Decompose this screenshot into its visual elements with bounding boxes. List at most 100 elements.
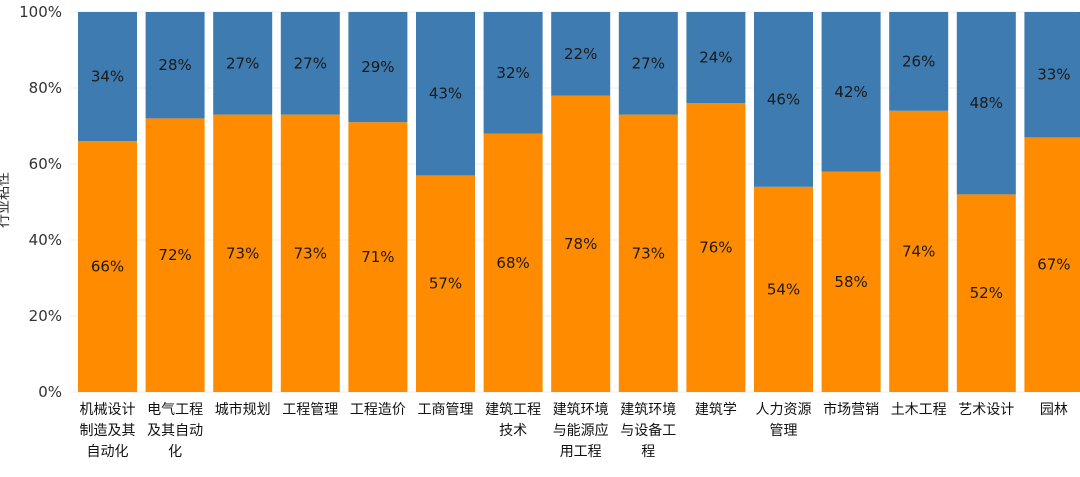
data-labels: 66% 34% 72% 28% 73% 27% 73% 27% 71% 29% 57% 43% 68% 3… xyxy=(91,45,1071,302)
data-label-orange: 73% xyxy=(226,244,259,262)
bar-segment-orange xyxy=(889,110,949,393)
y-tick-label: 20% xyxy=(29,307,62,325)
bar-segment-blue xyxy=(1024,12,1080,138)
y-tick-label: 0% xyxy=(38,383,62,401)
bar-segment-blue xyxy=(348,12,408,123)
data-label-blue: 42% xyxy=(834,83,867,101)
bar-segment-blue xyxy=(213,12,273,115)
category-label: 人力资源管理 xyxy=(756,402,812,439)
category-label-line: 技术 xyxy=(499,423,527,439)
bar-segment-orange xyxy=(280,114,340,392)
bar-segment-blue xyxy=(145,12,205,119)
category-label: 市场营销 xyxy=(823,401,879,418)
y-tick-label: 80% xyxy=(29,79,62,97)
category-label: 建筑工程技术 xyxy=(485,402,541,439)
data-label-orange: 68% xyxy=(496,254,529,272)
bar-segment-blue xyxy=(754,12,813,187)
y-tick-label: 40% xyxy=(29,231,62,249)
data-label-blue: 29% xyxy=(361,58,394,76)
bar-segment-orange xyxy=(483,133,543,392)
data-label-blue: 34% xyxy=(91,68,124,86)
category-label: 建筑环境与能源应用工程 xyxy=(553,402,609,460)
category-label-line: 电气工程 xyxy=(147,402,203,418)
y-axis-label: 行业粘性 xyxy=(0,172,12,228)
data-label-blue: 27% xyxy=(632,54,665,72)
bar-segment-orange xyxy=(551,95,611,392)
bars xyxy=(78,12,1080,393)
data-label-blue: 26% xyxy=(902,52,935,70)
data-label-blue: 48% xyxy=(970,94,1003,112)
category-label-line: 机械设计 xyxy=(80,402,136,418)
category-label: 园林 xyxy=(1040,402,1068,418)
category-label-line: 工商管理 xyxy=(418,402,474,418)
category-label-line: 土木工程 xyxy=(891,402,947,418)
category-label: 建筑环境与设备工程 xyxy=(620,402,676,460)
category-label: 城市规划 xyxy=(215,401,271,418)
category-label-line: 建筑环境 xyxy=(553,402,609,418)
category-label: 工程管理 xyxy=(282,402,338,418)
bar-segment-orange xyxy=(821,171,881,392)
category-label: 电气工程及其自动化 xyxy=(147,402,203,460)
category-label-line: 化 xyxy=(168,444,182,460)
category-label: 工程造价 xyxy=(350,402,406,418)
category-label-line: 园林 xyxy=(1040,402,1068,418)
data-label-blue: 28% xyxy=(158,56,191,74)
category-label-line: 工程造价 xyxy=(350,402,406,418)
data-label-blue: 46% xyxy=(767,90,800,108)
bar-segment-orange xyxy=(618,114,678,392)
data-label-orange: 57% xyxy=(429,275,462,293)
bar-segment-orange xyxy=(416,175,475,392)
data-label-blue: 24% xyxy=(699,49,732,67)
category-label-line: 用工程 xyxy=(560,444,602,460)
category-label-line: 艺术设计 xyxy=(958,402,1014,418)
bar-segment-blue xyxy=(483,12,543,134)
bar-segment-orange xyxy=(686,103,746,392)
category-label-line: 与设备工 xyxy=(620,422,676,439)
data-label-blue: 22% xyxy=(564,45,597,63)
bar-segment-blue xyxy=(821,12,881,172)
category-label-line: 制造及其 xyxy=(80,423,136,439)
bar-segment-blue xyxy=(889,12,949,111)
category-label-line: 建筑工程 xyxy=(485,402,541,418)
data-label-orange: 72% xyxy=(158,246,191,264)
bar-segment-orange xyxy=(754,186,813,392)
data-label-orange: 58% xyxy=(834,273,867,291)
data-label-blue: 32% xyxy=(496,64,529,82)
data-label-blue: 27% xyxy=(294,54,327,72)
data-label-orange: 66% xyxy=(91,258,124,276)
bar-segment-orange xyxy=(348,122,408,392)
y-tick-label: 60% xyxy=(29,155,62,173)
bar-segment-blue xyxy=(686,12,746,104)
data-label-orange: 73% xyxy=(632,244,665,262)
category-label: 土木工程 xyxy=(891,402,947,418)
category-label-line: 建筑环境 xyxy=(620,402,676,418)
category-label: 艺术设计 xyxy=(958,402,1014,418)
data-label-blue: 33% xyxy=(1037,66,1070,84)
data-label-blue: 43% xyxy=(429,85,462,103)
bar-segment-blue xyxy=(78,12,137,142)
data-label-blue: 27% xyxy=(226,54,259,72)
data-label-orange: 74% xyxy=(902,242,935,260)
category-label: 机械设计制造及其自动化 xyxy=(80,402,136,460)
category-label-line: 管理 xyxy=(770,423,798,439)
category-label-line: 与能源应 xyxy=(553,422,609,439)
data-label-orange: 71% xyxy=(361,248,394,266)
data-label-orange: 78% xyxy=(564,235,597,253)
bar-segment-orange xyxy=(145,118,205,393)
y-tick-label: 100% xyxy=(19,3,62,21)
category-label-line: 市场营销 xyxy=(823,401,879,418)
category-label-line: 及其自动 xyxy=(147,423,203,439)
bar-segment-orange xyxy=(1024,137,1080,392)
bar-segment-blue xyxy=(618,12,678,115)
category-label: 建筑学 xyxy=(695,402,737,418)
bar-segment-blue xyxy=(956,12,1016,195)
category-label-line: 工程管理 xyxy=(282,402,338,418)
category-label-line: 程 xyxy=(641,444,655,460)
data-label-orange: 73% xyxy=(294,244,327,262)
data-label-orange: 52% xyxy=(970,284,1003,302)
bar-segment-blue xyxy=(416,12,475,176)
bar-segment-blue xyxy=(551,12,611,96)
data-label-orange: 67% xyxy=(1037,256,1070,274)
